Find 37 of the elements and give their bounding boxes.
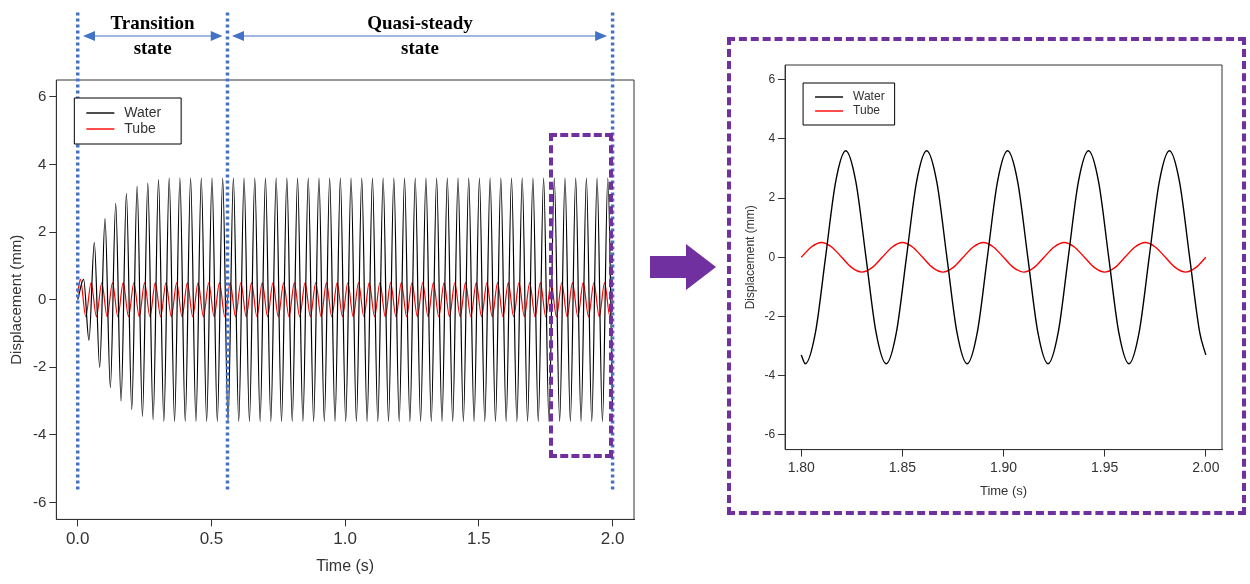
y-tick-label: -4: [764, 367, 776, 382]
x-tick-label: 1.80: [787, 458, 816, 475]
legend-label: Tube: [124, 119, 156, 136]
x-tick-label: 1.5: [467, 529, 491, 549]
legend-label: Tube: [853, 103, 881, 118]
y-tick-label: 6: [37, 87, 47, 105]
line-series: [77, 177, 614, 422]
x-tick-label: 0.5: [199, 529, 224, 549]
x-tick-label: 2.00: [1192, 458, 1220, 475]
y-tick-label: -4: [32, 425, 47, 443]
x-tick-label: 1.85: [888, 458, 917, 475]
y-tick-label: 4: [37, 154, 47, 172]
text: Quasi-steady state: [367, 12, 474, 59]
y-tick-label: 2: [768, 190, 776, 205]
legend-label: Water: [853, 89, 885, 104]
y-tick-label: 2: [37, 222, 47, 240]
y-tick-label: 6: [768, 72, 776, 87]
y-tick-label: -2: [32, 357, 47, 375]
x-tick-label: 2.0: [600, 529, 625, 549]
y-axis-title: Displacement (mm): [7, 234, 25, 365]
x-tick-label: 1.0: [333, 529, 357, 549]
y-tick-label: 0: [768, 249, 776, 264]
text: Transition state: [110, 12, 196, 59]
line-series: [800, 150, 1207, 365]
y-tick-label: -6: [764, 427, 776, 442]
legend-label: Water: [124, 103, 162, 120]
x-axis-title: Time (s): [316, 556, 375, 574]
x-axis-title: Time (s): [979, 482, 1028, 498]
y-tick-label: -6: [32, 492, 47, 510]
x-tick-label: 1.90: [989, 458, 1018, 475]
y-tick-label: 0: [37, 289, 47, 307]
y-tick-label: 4: [768, 131, 776, 146]
y-axis-title: Displacement (mm): [742, 205, 757, 310]
x-tick-label: 0.0: [65, 529, 90, 549]
x-tick-label: 1.95: [1091, 458, 1119, 475]
line-series: [800, 241, 1207, 273]
y-tick-label: -2: [764, 308, 776, 323]
